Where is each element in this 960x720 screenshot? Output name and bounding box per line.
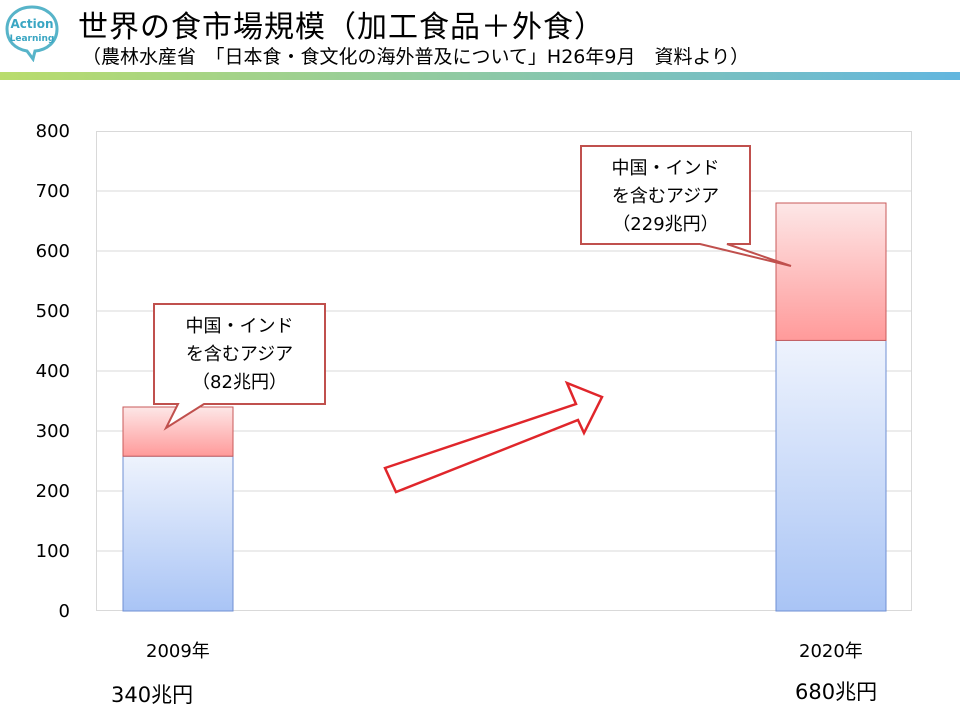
- y-tick-label: 200: [36, 481, 70, 502]
- bar-segment: [775, 202, 887, 341]
- y-tick-label: 500: [36, 301, 70, 322]
- y-tick-label: 800: [36, 121, 70, 142]
- y-tick-label: 700: [36, 181, 70, 202]
- total-label-2009: 340兆円: [111, 683, 194, 707]
- bar-segment: [775, 339, 887, 612]
- growth-arrow: [383, 380, 604, 494]
- category-label-2020: 2020年: [799, 641, 863, 662]
- y-tick-label: 600: [36, 241, 70, 262]
- logo-text-action: Action: [10, 17, 53, 31]
- annotation-text: 中国・インド: [612, 158, 720, 179]
- bar-segment: [122, 455, 234, 612]
- category-label-2009: 2009年: [146, 641, 210, 662]
- annotation-callout: [153, 303, 326, 431]
- y-tick-label: 300: [36, 421, 70, 442]
- action-learning-logo: Action Learning: [5, 5, 59, 62]
- total-label-2020: 680兆円: [795, 680, 878, 704]
- annotation-text: 中国・インド: [186, 316, 294, 337]
- annotation-text: （82兆円）: [192, 372, 287, 393]
- y-tick-label: 0: [59, 601, 70, 622]
- annotation-text: を含むアジア: [612, 186, 719, 207]
- page-subtitle: （農林水産省 「日本食・食文化の海外普及について」H26年9月 資料より）: [82, 46, 750, 68]
- y-tick-label: 100: [36, 541, 70, 562]
- page-title: 世界の食市場規模（加工食品＋外食）: [78, 10, 605, 45]
- annotation-callout: [580, 145, 792, 267]
- y-tick-label: 400: [36, 361, 70, 382]
- annotation-text: を含むアジア: [186, 344, 293, 365]
- header-divider: [0, 72, 960, 80]
- logo-text-learning: Learning: [10, 34, 55, 44]
- annotation-text: （229兆円）: [612, 214, 718, 235]
